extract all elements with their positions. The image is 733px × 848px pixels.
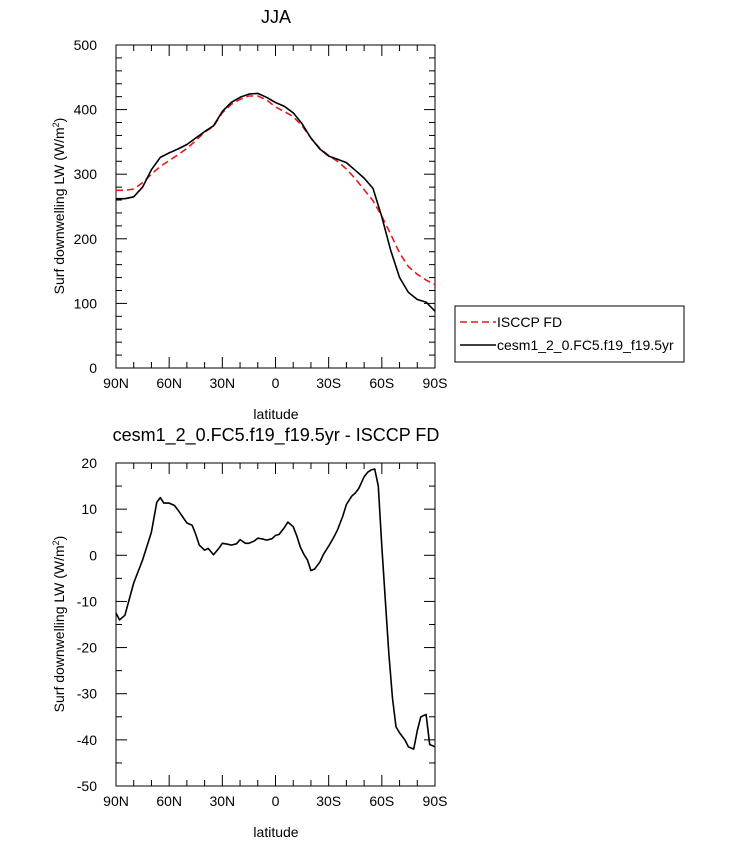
bottom-y-tick-label: -10	[77, 593, 97, 609]
bottom-y-axis-label-close: )	[51, 536, 67, 541]
top-y-tick-label: 200	[74, 231, 98, 247]
top-plot-frame	[115, 44, 436, 369]
top-y-axis-label-close: )	[51, 118, 67, 123]
legend: ISCCP FD cesm1_2_0.FC5.f19_f19.5yr	[454, 305, 685, 363]
bottom-x-tick-label: 30S	[316, 793, 341, 809]
bottom-y-axis-label-text: Surf downwelling LW (W/m	[51, 545, 67, 712]
bottom-chart-title: cesm1_2_0.FC5.f19_f19.5yr - ISCCP FD	[113, 425, 440, 446]
bottom-x-tick-label: 60N	[156, 793, 182, 809]
bottom-x-tick-label: 30N	[209, 793, 235, 809]
bottom-y-tick-label: -50	[77, 778, 97, 794]
top-y-axis-label: Surf downwelling LW (W/m2)	[51, 118, 67, 295]
top-y-tick-label: 300	[74, 166, 98, 182]
top-x-tick-label: 30N	[209, 375, 235, 391]
bottom-x-axis-label: latitude	[253, 824, 298, 840]
bottom-y-tick-label: 0	[89, 547, 97, 563]
top-chart: JJA 90N 60N 30N 0 30S 60S 90S0100200300400500 …	[51, 7, 685, 422]
legend-label-isccp: ISCCP FD	[497, 314, 562, 330]
bottom-y-axis-label: Surf downwelling LW (W/m2)	[51, 536, 67, 713]
bottom-y-tick-label: 20	[81, 455, 97, 471]
top-x-tick-label: 60N	[156, 375, 182, 391]
bottom-ticks: 90N 60N 30N 0 30S 60S 90S -50 -40 -30 -20 -10 0 10 20	[77, 455, 448, 809]
bottom-series-line-cesm	[115, 468, 436, 750]
bottom-y-tick-label: -40	[77, 732, 97, 748]
top-x-tick-label: 60S	[369, 375, 394, 391]
top-y-tick-label: 500	[74, 37, 98, 53]
bottom-y-axis-label-sup: 2	[51, 540, 61, 545]
top-series-group	[116, 92, 436, 312]
bottom-series-group	[115, 468, 436, 750]
top-y-axis-label-text: Surf downwelling LW (W/m	[51, 127, 67, 294]
top-y-tick-label: 0	[89, 360, 97, 376]
bottom-x-tick-label: 60S	[369, 793, 394, 809]
top-x-tick-label: 0	[272, 375, 280, 391]
bottom-chart: cesm1_2_0.FC5.f19_f19.5yr - ISCCP FD 90N…	[51, 425, 447, 840]
top-x-tick-label: 90S	[423, 375, 448, 391]
bottom-y-tick-label: -20	[77, 640, 97, 656]
top-y-axis-label-sup: 2	[51, 122, 61, 127]
top-y-tick-label: 100	[74, 295, 98, 311]
bottom-y-tick-label: 10	[81, 501, 97, 517]
bottom-x-tick-label: 90N	[103, 793, 129, 809]
top-series-line-isccp	[116, 95, 436, 286]
bottom-y-tick-label: -30	[77, 686, 97, 702]
top-y-tick-label: 400	[74, 102, 98, 118]
top-x-tick-label: 30S	[316, 375, 341, 391]
top-chart-title: JJA	[261, 7, 291, 27]
top-x-tick-label: 90N	[103, 375, 129, 391]
top-ticks: 90N 60N 30N 0 30S 60S 90S 0 100 200 300 400 500	[74, 37, 448, 391]
bottom-x-tick-label: 0	[272, 793, 280, 809]
top-series-line-cesm	[116, 92, 436, 312]
legend-box	[454, 305, 685, 363]
legend-label-cesm: cesm1_2_0.FC5.f19_f19.5yr	[497, 337, 674, 353]
top-x-axis-label: latitude	[253, 406, 298, 422]
bottom-x-tick-label: 90S	[423, 793, 448, 809]
